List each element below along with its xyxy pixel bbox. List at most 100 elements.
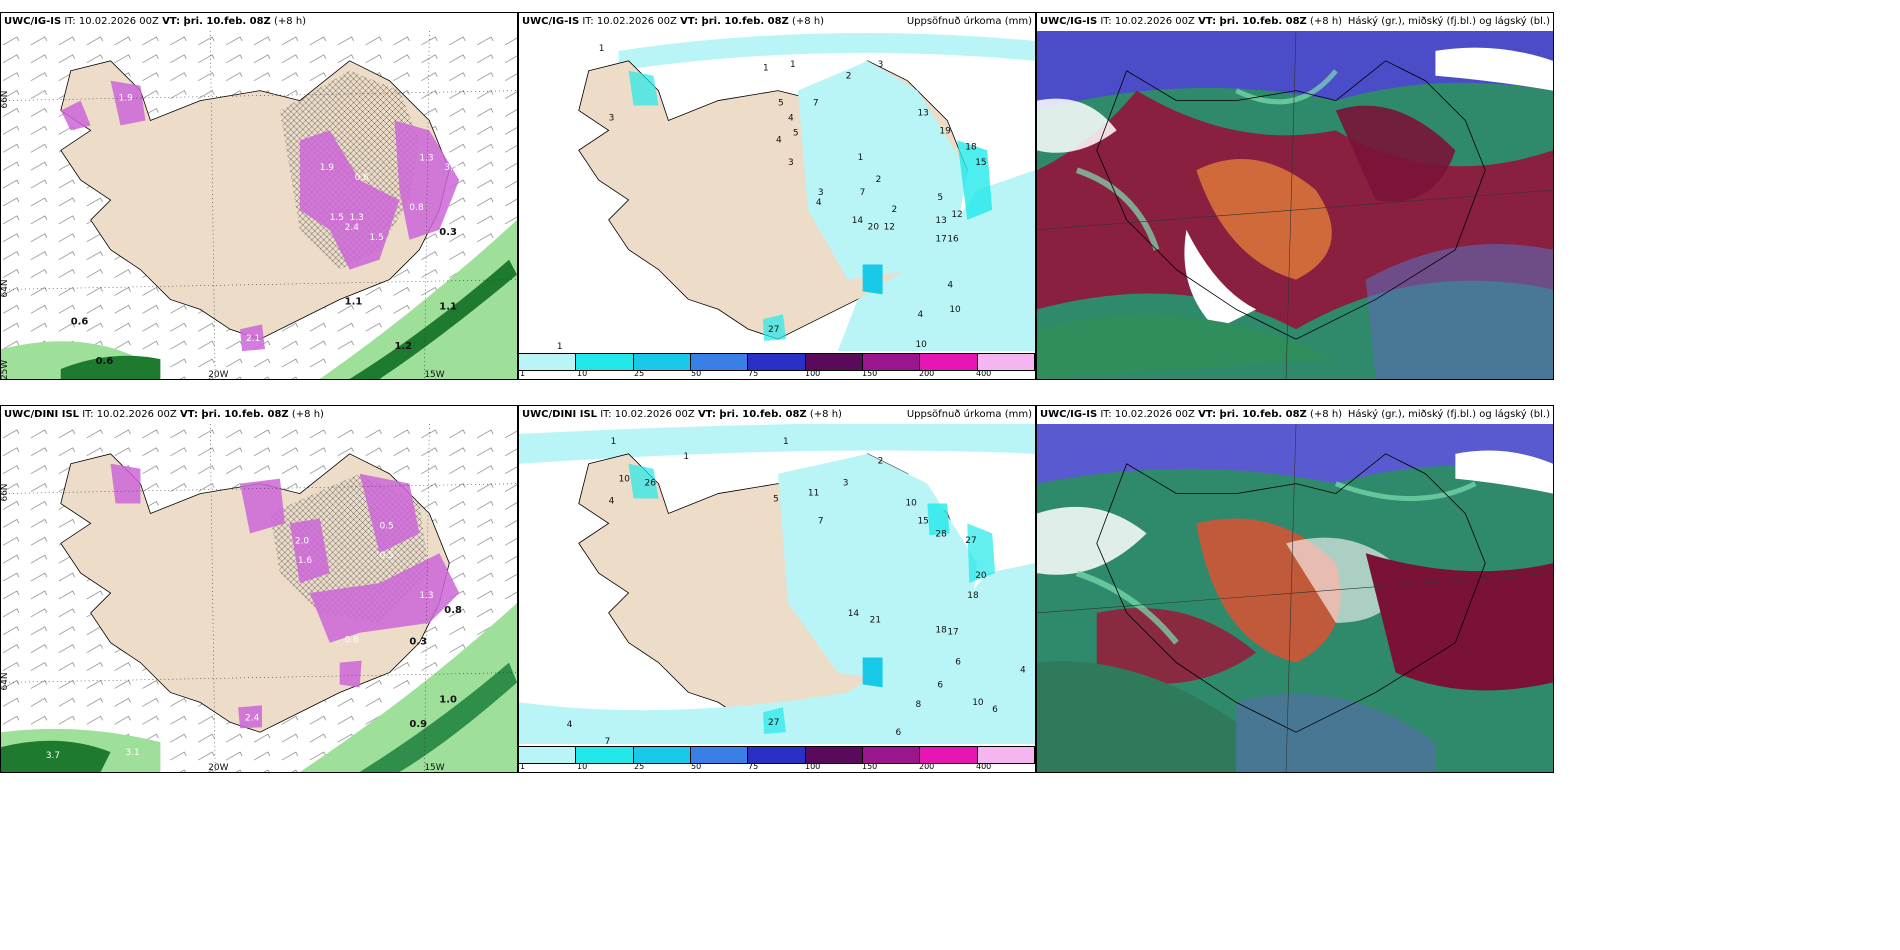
precip-label: 1.9: [320, 163, 335, 173]
scale-tick: 10: [577, 762, 588, 771]
precip-label: 1.9: [119, 94, 134, 104]
valid-time: VT: þri. 10.feb. 08Z: [680, 16, 789, 27]
model-name: UWC/IG-IS: [4, 16, 62, 27]
precip-value: 20: [868, 223, 880, 233]
scale-bar: [519, 353, 1035, 371]
scale-segment: [576, 354, 634, 370]
map-panel-cloud-dini: UWC/IG-IS IT: 10.02.2026 00Z VT: þri. 10…: [1036, 405, 1554, 773]
precip-value: 3: [843, 479, 849, 489]
map-title: Háský (gr.), miðský (fj.bl.) og lágský (…: [1347, 16, 1550, 27]
scale-segment: [805, 747, 863, 763]
scale-segment: [920, 354, 978, 370]
grid-label-15w: 15W: [424, 370, 444, 379]
scale-segment: [690, 747, 749, 763]
forecast-offset: (+8 h): [1310, 409, 1343, 420]
forecast-offset: (+8 h): [274, 16, 307, 27]
map-area[interactable]: 1 1 1 3 2 5 7 4 5 3 1 4 13 19 18 15 2 7 …: [519, 31, 1035, 351]
panel-header: UWC/IG-IS IT: 10.02.2026 00Z VT: þri. 10…: [1, 13, 517, 31]
precip-value: 4: [816, 198, 822, 208]
precip-value: 27: [768, 325, 779, 335]
precip-value: 16: [947, 235, 959, 245]
scale-tick: 50: [691, 369, 702, 378]
map-panel-accum-precip-dini: UWC/DINI ISL IT: 10.02.2026 00Z VT: þri.…: [518, 405, 1036, 773]
precip-value: 4: [609, 497, 615, 507]
scale-tick: 50: [691, 762, 702, 771]
map-area[interactable]: 66N 64N 20W 15W 2.0 1.6 0.5 1.3 0.6 0.8 …: [1, 424, 517, 772]
precip-color-scale: 1 10 25 50 75 100 150 200 400: [519, 351, 1035, 379]
precip-label: 3.7: [46, 751, 60, 761]
precip-label: 1.1: [439, 301, 457, 312]
precip-value: 3: [788, 158, 794, 168]
map-area[interactable]: [1037, 424, 1553, 772]
init-time: IT: 10.02.2026 00Z: [1100, 409, 1195, 420]
map-title: Háský (gr.), miðský (fj.bl.) og lágský (…: [1347, 409, 1550, 420]
precip-label: 1.6: [298, 556, 313, 566]
scale-tick: 100: [805, 762, 821, 771]
precip-value: 6: [937, 680, 943, 690]
forecast-offset: (+8 h): [1310, 16, 1343, 27]
precip-label: 2.4: [345, 223, 360, 233]
precip-value: 21: [870, 616, 881, 626]
map-title: Uppsöfnuð úrkoma (mm): [906, 409, 1032, 420]
grid-label-64n: 64N: [1, 672, 10, 690]
scale-segment: [576, 747, 634, 763]
precip-label: 2.1: [246, 334, 260, 344]
grid-label-66n: 66N: [1, 484, 10, 502]
precip-value: 6: [955, 658, 961, 668]
scale-tick: 1: [520, 369, 526, 378]
precip-value: 27: [768, 718, 779, 728]
precip-label: 1.0: [439, 694, 457, 705]
precip-value: 10: [906, 498, 918, 508]
precip-value: 2: [876, 175, 882, 185]
map-area[interactable]: [1037, 31, 1553, 379]
map-panel-precip-type-dini: UWC/DINI ISL IT: 10.02.2026 00Z VT: þri.…: [0, 405, 518, 773]
scale-segment: [519, 354, 577, 370]
precip-label: 1.3: [419, 153, 433, 163]
precip-value: 1: [783, 437, 789, 447]
precip-label: 0.6: [345, 636, 360, 646]
precip-label: 0.8: [444, 605, 462, 616]
grid-label-20w: 20W: [208, 370, 228, 379]
precip-value: 4: [1020, 665, 1026, 675]
map-title: Uppsöfnuð úrkoma (mm): [906, 16, 1032, 27]
precip-value: 20: [975, 571, 987, 581]
scale-segment: [519, 747, 577, 763]
precip-value: 18: [967, 591, 979, 601]
precip-label: 0.5: [380, 551, 394, 561]
precip-value: 12: [951, 210, 962, 220]
panel-header: UWC/IG-IS IT: 10.02.2026 00Z VT: þri. 10…: [1037, 13, 1553, 31]
precip-value: 11: [808, 489, 819, 499]
scale-tick: 200: [919, 762, 935, 771]
precip-value: 1: [557, 342, 563, 351]
precip-value: 2: [878, 457, 884, 467]
map-area[interactable]: 1 1 1 2 3 10 26 4 5 11 7 10 15 28 27 20 …: [519, 424, 1035, 744]
precip-value: 2: [846, 72, 852, 82]
init-time: IT: 10.02.2026 00Z: [600, 409, 695, 420]
precip-value: 3: [609, 113, 615, 123]
map-area[interactable]: 66N 64N 25W 20W 15W 1.9 1.3 0.8 1.5 1.5 …: [1, 31, 517, 379]
precip-value: 28: [935, 529, 947, 539]
precip-value: 5: [773, 495, 779, 505]
precip-value: 10: [949, 305, 961, 315]
init-time: IT: 10.02.2026 00Z: [1100, 16, 1195, 27]
scale-tick: 400: [976, 762, 992, 771]
precip-value: 4: [788, 113, 794, 123]
model-name: UWC/DINI ISL: [522, 409, 598, 420]
precip-color-scale: 1 10 25 50 75 100 150 200 400: [519, 744, 1035, 772]
panel-header: UWC/IG-IS IT: 10.02.2026 00Z VT: þri. 10…: [1037, 406, 1553, 424]
precip-value: 4: [567, 720, 573, 730]
precip-value: 6: [896, 728, 902, 738]
precip-label: 1.5: [370, 233, 384, 243]
scale-segment: [633, 354, 691, 370]
scale-segment: [862, 354, 921, 370]
model-name: UWC/IG-IS: [1040, 409, 1098, 420]
precip-value: 1: [683, 452, 689, 462]
scale-tick: 150: [862, 762, 878, 771]
precip-label: 0.8: [409, 203, 424, 213]
precip-value: 6: [992, 705, 998, 715]
panel-header: UWC/IG-IS IT: 10.02.2026 00Z VT: þri. 10…: [519, 13, 1035, 31]
grid-label-66n: 66N: [1, 91, 10, 109]
precip-label: 0.3: [409, 637, 427, 648]
precip-value: 4: [917, 310, 923, 320]
precip-value: 14: [852, 216, 864, 226]
